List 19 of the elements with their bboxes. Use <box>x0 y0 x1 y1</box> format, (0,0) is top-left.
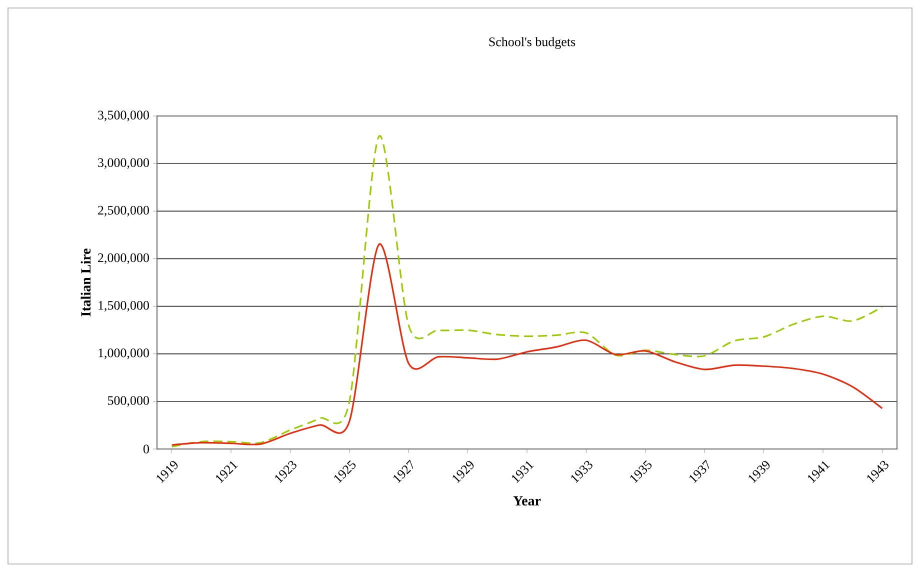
y-axis-title: Italian Lire <box>80 248 91 316</box>
chart-title: School's budgets <box>489 37 576 49</box>
y-tick-label: 0 <box>143 444 149 454</box>
y-tick-label: 2,500,000 <box>98 206 149 216</box>
y-tick-label: 1,500,000 <box>98 300 149 312</box>
x-tick-label: 1931 <box>512 461 534 484</box>
x-tick-label: 1941 <box>808 461 830 484</box>
line-series <box>171 135 883 448</box>
y-tick-label: 3,500,000 <box>98 110 149 122</box>
y-tick-label: 2,000,000 <box>98 253 149 264</box>
x-tick-label: 1939 <box>748 460 770 484</box>
x-tick-label: 1929 <box>452 460 474 484</box>
x-tick-label: 1919 <box>156 460 178 484</box>
line-series <box>171 244 883 446</box>
y-tick-label: 500,000 <box>108 396 149 407</box>
x-tick-label: 1921 <box>216 461 238 484</box>
x-axis-title: Year <box>513 496 541 506</box>
y-tick-label: 3,000,000 <box>98 158 149 169</box>
y-tick-label: 1,000,000 <box>98 348 149 360</box>
